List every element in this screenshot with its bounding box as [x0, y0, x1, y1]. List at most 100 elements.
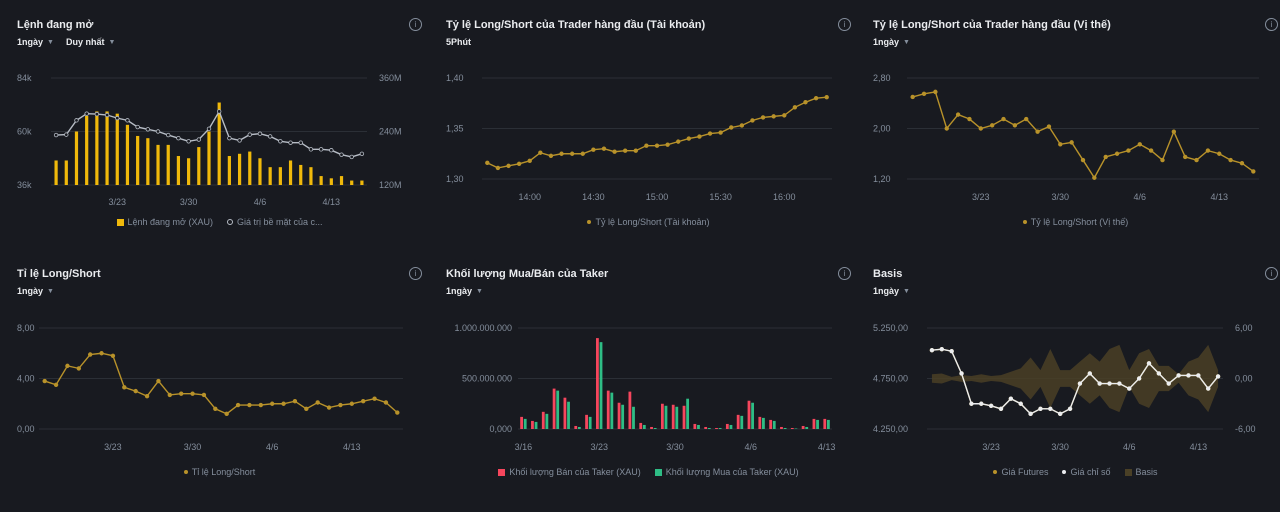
accounts-ratio-point — [539, 151, 543, 155]
legend-label: Tỷ lệ Long/Short (Vị thế) — [1031, 217, 1129, 227]
taker-buy-bar — [556, 391, 559, 429]
positions-ratio-line — [913, 92, 1254, 178]
chart-legend: Lệnh đang mở (XAU) Giá trị bề mặt của c.… — [17, 217, 422, 227]
legend-item-notional-value[interactable]: Giá trị bề mặt của c... — [227, 217, 323, 227]
y-tick-label: 4,00 — [17, 374, 35, 384]
accounts-ratio-point — [528, 159, 532, 163]
top-trader-positions-panel: Tỷ lệ Long/Short của Trader hàng đầu (Vị… — [873, 19, 1278, 255]
legend-item-ratio[interactable]: Tỷ lệ Long/Short (Vị thế) — [1023, 217, 1129, 227]
notional-value-point — [330, 148, 334, 152]
taker-sell-bar — [531, 421, 534, 429]
legend-swatch — [587, 220, 591, 224]
taker-buy-bar — [827, 420, 830, 429]
accounts-ratio-point — [602, 147, 606, 151]
notional-value-point — [156, 130, 160, 134]
y2-tick-label: 6,00 — [1235, 323, 1253, 333]
legend-item-index-price[interactable]: Giá chỉ số — [1062, 467, 1110, 477]
positions-ratio-point — [1206, 149, 1210, 153]
positions-ratio-point — [1047, 125, 1051, 129]
taker-buy-bar — [600, 342, 603, 429]
y-tick-label: 5.250,00 — [873, 323, 908, 333]
long-short-ratio-point — [339, 403, 343, 407]
notional-value-point — [126, 119, 130, 123]
top-trader-accounts-panel: Tỷ lệ Long/Short của Trader hàng đầu (Tà… — [446, 19, 851, 255]
positions-ratio-point — [979, 127, 983, 131]
notional-value-point — [268, 135, 272, 139]
chart-legend: Tỷ lệ Long/Short (Vị thế) — [873, 217, 1278, 227]
legend-item-taker-buy[interactable]: Khối lượng Mua của Taker (XAU) — [655, 467, 799, 477]
taker-buy-bar — [567, 402, 570, 429]
long-short-ratio-point — [225, 412, 229, 416]
accounts-ratio-point — [772, 115, 776, 119]
taker-sell-bar — [748, 401, 751, 429]
legend-item-basis[interactable]: Basis — [1125, 467, 1158, 477]
taker-buy-bar — [675, 407, 678, 429]
accounts-ratio-point — [486, 161, 490, 165]
y2-tick-label: -6,00 — [1235, 424, 1256, 434]
long-short-ratio-point — [350, 402, 354, 406]
y-tick-label: 1.000.000.000 — [454, 323, 512, 333]
x-tick-label: 3/30 — [1052, 192, 1070, 202]
taker-buy-bar — [524, 419, 527, 429]
index-price-point — [1049, 407, 1053, 411]
long-short-ratio-point — [54, 383, 58, 387]
long-short-ratio-point — [100, 351, 104, 355]
x-tick-label: 3/30 — [1051, 442, 1069, 452]
positions-ratio-point — [934, 90, 938, 94]
open-interest-bar — [105, 111, 108, 185]
accounts-ratio-point — [804, 100, 808, 104]
open-interest-bar — [75, 132, 78, 186]
legend-item-futures-price[interactable]: Giá Futures — [993, 467, 1048, 477]
index-price-point — [1029, 412, 1033, 416]
open-interest-bar — [279, 167, 282, 185]
x-tick-label: 4/13 — [818, 442, 836, 452]
index-price-point — [1177, 374, 1181, 378]
legend-item-ratio[interactable]: Tỉ lệ Long/Short — [184, 467, 256, 477]
accounts-ratio-point — [698, 135, 702, 139]
notional-value-point — [319, 148, 323, 152]
legend-label: Tỷ lệ Long/Short (Tài khoản) — [595, 217, 709, 227]
legend-item-open-interest[interactable]: Lệnh đang mở (XAU) — [117, 217, 213, 227]
legend-item-ratio[interactable]: Tỷ lệ Long/Short (Tài khoản) — [587, 217, 709, 227]
taker-sell-bar — [628, 392, 631, 429]
y-tick-label: 2,80 — [873, 73, 891, 83]
accounts-ratio-point — [782, 114, 786, 118]
notional-value-point — [248, 133, 252, 137]
taker-sell-bar — [758, 417, 761, 429]
taker-buy-bar — [545, 414, 548, 429]
y-tick-label: 0,000 — [489, 424, 512, 434]
long-short-ratio-panel: Tỉ lệ Long/Short i 1ngày ▼ 8,00 4,00 0,00 3/… — [17, 268, 422, 504]
open-interest-bar — [350, 181, 353, 185]
notional-value-point — [146, 127, 150, 131]
notional-value-point — [309, 148, 313, 152]
open-interest-bar — [269, 167, 272, 185]
legend-item-taker-sell[interactable]: Khối lượng Bán của Taker (XAU) — [498, 467, 640, 477]
index-price-point — [1078, 382, 1082, 386]
accounts-ratio-point — [751, 119, 755, 123]
taker-sell-bar — [585, 415, 588, 429]
taker-buy-bar — [751, 403, 754, 429]
taker-buy-bar — [697, 425, 700, 429]
long-short-ratio-point — [43, 379, 47, 383]
index-price-point — [1197, 374, 1201, 378]
x-tick-label: 4/6 — [1134, 192, 1147, 202]
legend-label: Khối lượng Bán của Taker (XAU) — [509, 467, 640, 477]
y-tick-label: 1,40 — [446, 73, 464, 83]
long-short-ratio-point — [305, 407, 309, 411]
taker-sell-bar — [823, 419, 826, 429]
taker-buy-bar — [708, 428, 711, 429]
long-short-ratio-point — [191, 392, 195, 396]
long-short-ratio-point — [236, 403, 240, 407]
long-short-ratio-point — [202, 393, 206, 397]
x-tick-label: 3/30 — [184, 442, 202, 452]
index-price-point — [1118, 382, 1122, 386]
taker-buy-bar — [654, 428, 657, 429]
open-interest-bar — [258, 158, 261, 185]
positions-ratio-point — [1161, 158, 1165, 162]
taker-sell-bar — [737, 415, 740, 429]
long-short-ratio-point — [248, 403, 252, 407]
notional-value-point — [75, 119, 79, 123]
taker-buy-bar — [610, 393, 613, 429]
index-price-point — [999, 407, 1003, 411]
taker-sell-bar — [574, 426, 577, 429]
